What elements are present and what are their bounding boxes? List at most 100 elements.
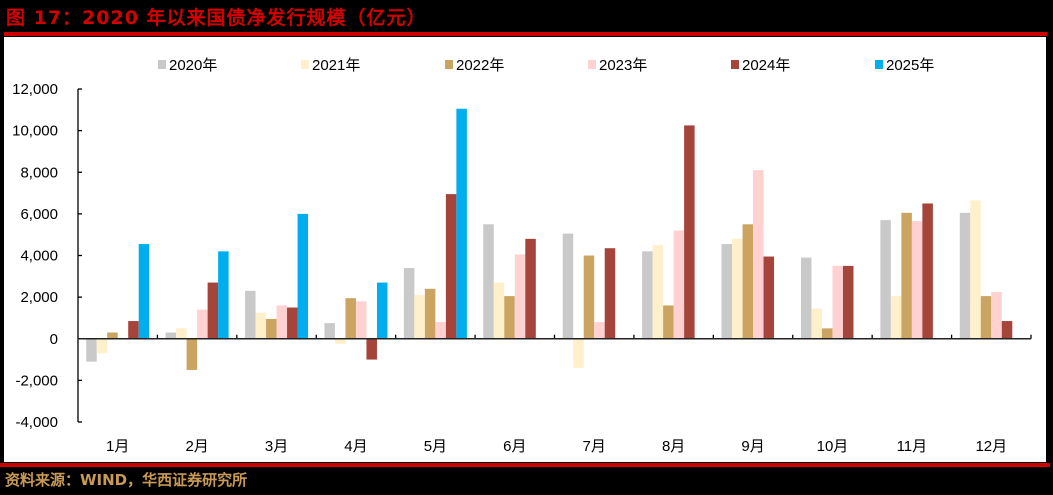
bar-2020年-12月 [959, 212, 971, 339]
bar-2022年-12月 [980, 296, 992, 339]
y-tick-label: 6,000 [20, 206, 58, 223]
bar-2021年-2月 [176, 328, 187, 339]
x-tick-label: 6月 [503, 438, 526, 455]
legend-swatch-2023年 [588, 60, 596, 69]
bar-2024年-7月 [604, 248, 616, 339]
bar-2024年-12月 [1001, 321, 1013, 339]
bar-2023年-12月 [991, 291, 1002, 339]
y-tick-label: 8,000 [20, 164, 58, 181]
bar-2023年-4月 [355, 301, 367, 339]
x-tick-label: 3月 [265, 438, 288, 455]
bar-2023年-7月 [594, 322, 605, 339]
bar-2022年-3月 [266, 318, 277, 339]
bar-2023年-10月 [832, 265, 843, 339]
bar-chart: 2020年 2021年 2022年 2023年 2024年 2025年 -4,000 -2,0… [12, 57, 1032, 455]
legend-label: 2022年 [456, 57, 504, 74]
bar-2021年-10月 [811, 308, 822, 339]
source-divider [0, 463, 1050, 467]
y-tick-label: -4,000 [15, 414, 58, 431]
x-tick-label: 8月 [662, 438, 685, 455]
bar-2020年-11月 [880, 220, 891, 339]
bar-2024年-4月 [366, 338, 377, 360]
bar-2020年-4月 [324, 323, 335, 339]
bar-2021年-12月 [970, 200, 981, 339]
x-tick-label: 12月 [975, 438, 1007, 455]
legend-label: 2023年 [599, 57, 647, 74]
y-tick-label: -2,000 [15, 372, 58, 389]
bar-2021年-9月 [732, 238, 743, 339]
bar-2022年-1月 [107, 332, 118, 339]
legend-swatch-2022年 [445, 60, 453, 69]
bar-2025年-5月 [456, 108, 467, 339]
bar-2023年-9月 [753, 170, 764, 339]
bar-2021年-1月 [96, 338, 108, 354]
x-tick-label: 7月 [583, 438, 606, 455]
bar-2022年-11月 [901, 212, 912, 339]
legend-label: 2021年 [312, 57, 360, 74]
source-note: 资料来源：WIND，华西证券研究所 [5, 471, 248, 489]
legend-swatch-2024年 [731, 60, 739, 69]
legend-label: 2024年 [742, 57, 790, 74]
bar-2021年-4月 [334, 338, 346, 344]
bar-2024年-5月 [445, 194, 457, 339]
bar-2024年-3月 [287, 307, 298, 339]
bar-2022年-2月 [186, 338, 198, 370]
bar-2025年-4月 [376, 282, 388, 339]
bar-2021年-6月 [493, 282, 505, 339]
bar-2020年-10月 [800, 257, 812, 339]
bar-2020年-6月 [483, 224, 494, 339]
bar-2022年-6月 [504, 296, 515, 339]
bar-2025年-2月 [218, 251, 229, 339]
bar-2021年-7月 [573, 338, 584, 368]
bar-2024年-11月 [922, 203, 933, 339]
bar-2024年-9月 [763, 256, 775, 339]
bar-2024年-6月 [525, 238, 536, 339]
bar-2023年-5月 [435, 322, 446, 339]
bar-2020年-3月 [245, 290, 256, 339]
bar-2020年-9月 [721, 244, 733, 339]
bar-2022年-8月 [663, 305, 674, 339]
y-tick-label: 10,000 [12, 123, 58, 140]
x-tick-label: 10月 [817, 438, 849, 455]
x-tick-label: 1月 [106, 438, 129, 455]
bar-2024年-10月 [842, 265, 854, 339]
bar-2021年-3月 [255, 312, 267, 339]
bar-2023年-3月 [276, 305, 288, 339]
y-tick-label: 2,000 [20, 289, 58, 306]
bar-2021年-11月 [890, 296, 902, 339]
title-divider [4, 32, 1047, 36]
y-tick-label: 12,000 [12, 81, 58, 98]
bar-2022年-10月 [821, 328, 833, 339]
bar-2020年-7月 [562, 233, 574, 339]
bar-2023年-6月 [514, 254, 526, 339]
bar-2024年-2月 [207, 282, 219, 339]
bar-2021年-8月 [652, 245, 664, 339]
legend-swatch-2021年 [301, 60, 309, 69]
bar-2025年-3月 [297, 213, 309, 339]
bar-2023年-8月 [673, 230, 685, 339]
bar-2024年-8月 [684, 125, 695, 339]
legend-swatch-2025年 [875, 60, 883, 69]
bar-2022年-7月 [583, 255, 595, 339]
bar-2020年-2月 [165, 332, 177, 339]
y-tick-label: 0 [50, 331, 58, 348]
x-tick-label: 11月 [897, 438, 928, 455]
x-tick-label: 4月 [344, 438, 367, 455]
bar-2023年-11月 [911, 221, 923, 339]
legend-label: 2025年 [886, 57, 934, 74]
bar-2022年-4月 [345, 298, 356, 339]
bar-2024年-1月 [128, 321, 139, 339]
legend-label: 2020年 [169, 57, 217, 74]
bar-2022年-9月 [742, 224, 754, 339]
bar-2021年-5月 [414, 295, 425, 339]
bar-2020年-5月 [403, 267, 415, 339]
figure-title: 图 17：2020 年以来国债净发行规模（亿元） [6, 7, 427, 29]
bar-2022年-5月 [424, 288, 436, 339]
x-tick-label: 5月 [424, 438, 447, 455]
bar-2020年-1月 [86, 338, 97, 362]
chart-panel: 2020年 2021年 2022年 2023年 2024年 2025年 -4,000 -2,0… [4, 37, 1046, 462]
bar-2025年-1月 [138, 244, 150, 339]
y-tick-label: 4,000 [20, 248, 58, 265]
bar-2020年-8月 [642, 251, 653, 339]
x-tick-label: 2月 [185, 438, 208, 455]
